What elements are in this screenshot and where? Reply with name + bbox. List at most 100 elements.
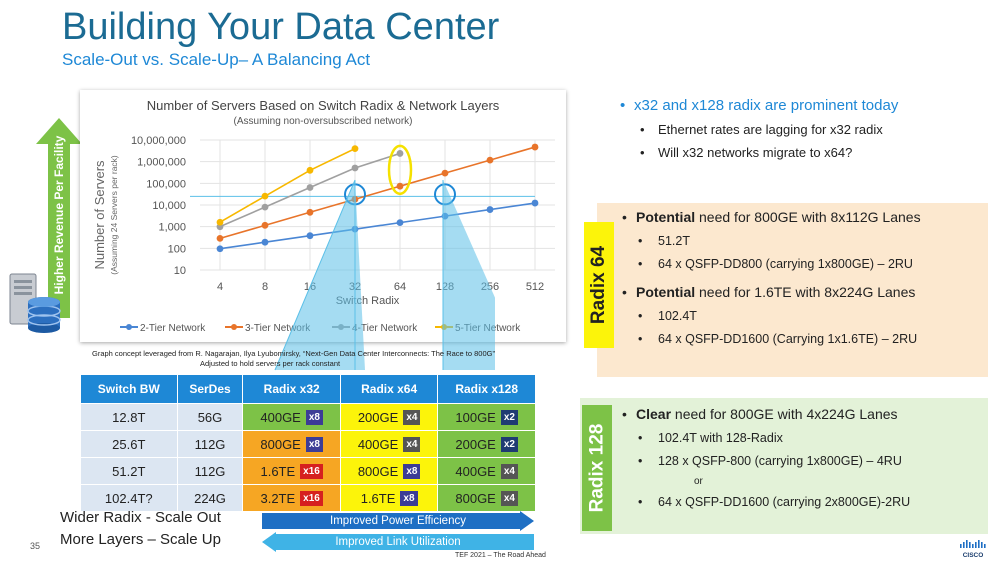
radix64-label: Radix 64 [584, 222, 614, 348]
bullet-sub: 51.2T [638, 234, 921, 248]
bullet-clear-800ge: Clear need for 800GE with 4x224G Lanes [622, 406, 910, 422]
highlight-ellipse [387, 144, 413, 196]
radix-table: Switch BW SerDes Radix x32 Radix x64 Rad… [80, 374, 536, 512]
data-point [261, 238, 269, 246]
bullet-sub: 64 x QSFP-DD1600 (Carrying 1x1.6TE) – 2R… [638, 332, 921, 346]
top-bullets: x32 and x128 radix are prominent today E… [620, 97, 980, 168]
data-point [441, 169, 449, 177]
radix128-label: Radix 128 [582, 405, 612, 531]
legend-label: 5-Tier Network [455, 323, 521, 334]
serdes-cell: 112G [176, 457, 244, 485]
switch-bw-cell: 102.4T? [80, 484, 178, 512]
bullet-sub: 64 x QSFP-DD800 (carrying 1x800GE) – 2RU [638, 257, 921, 271]
y-axis-label: Number of Servers [92, 160, 107, 270]
data-point [351, 145, 359, 153]
serdes-cell: 224G [176, 484, 244, 512]
data-point [531, 199, 539, 207]
page-number: 35 [30, 541, 41, 551]
bullet-main: x32 and x128 radix are prominent today [620, 97, 980, 114]
radix32-cell: 400GE [260, 409, 301, 425]
radix64-cell: 1.6TE [360, 490, 396, 506]
serdes-cell: 56G [176, 403, 244, 431]
data-point [306, 184, 314, 191]
data-point [261, 203, 269, 211]
switch-bw-cell: 25.6T [80, 430, 178, 458]
radix128-cell: 100GE [455, 409, 496, 425]
data-point [216, 218, 224, 226]
lane-tag: x16 [300, 463, 323, 479]
x-axis-label: Switch Radix [336, 295, 400, 307]
chart-subtitle: (Assuming non-oversubscribed network) [233, 116, 413, 127]
left-arrow-icon [262, 532, 534, 552]
x-tick-label: 512 [526, 281, 544, 293]
x-tick-label: 16 [304, 281, 316, 293]
slide-subtitle: Scale-Out vs. Scale-Up– A Balancing Act [62, 50, 371, 69]
legend-marker [338, 324, 344, 330]
lane-tag: x8 [403, 463, 421, 479]
radix32-cell: 1.6TE [260, 463, 296, 479]
x-tick-label: 4 [217, 281, 223, 293]
bullet-sub: Will x32 networks migrate to x64? [640, 145, 980, 160]
data-point [396, 219, 404, 227]
data-point [351, 195, 359, 203]
chart-credit-note: Adjusted to hold servers per rack consta… [200, 359, 341, 368]
bullet-sub: 102.4T with 128-Radix [638, 431, 910, 445]
chart-plot: 10,000,000 1,000,000 100,000 10,000 1,000 100… [92, 135, 555, 334]
right-arrow-icon [262, 511, 534, 531]
legend-marker [231, 324, 237, 330]
radix64-cell: 400GE [357, 436, 399, 452]
radix128-bullets: Clear need for 800GE with 4x224G Lanes 1… [622, 406, 910, 509]
bullet-sub: Ethernet rates are lagging for x32 radix [640, 122, 980, 137]
data-point [306, 232, 314, 240]
data-point [486, 156, 494, 164]
data-point [351, 225, 359, 233]
bullet-sub: 102.4T [638, 309, 921, 323]
col-header-radix-x128: Radix x128 [437, 374, 536, 404]
bullet-potential-800ge: Potential need for 800GE with 8x112G Lan… [622, 209, 921, 225]
table-row: 25.6T 112G 800GE x8 400GE x4 200GE x2 [80, 430, 536, 458]
legend-label: 4-Tier Network [352, 323, 418, 334]
y-tick-label: 100,000 [146, 178, 186, 190]
data-point [441, 212, 449, 220]
power-efficiency-arrow: Improved Power Efficiency [262, 511, 534, 531]
radix128-cell: 200GE [455, 436, 496, 452]
y-tick-label: 10,000 [152, 200, 186, 212]
x-tick-label: 128 [436, 281, 454, 293]
x-tick-label: 8 [262, 281, 268, 293]
data-point [216, 234, 224, 242]
col-header-radix-x64: Radix x64 [339, 374, 439, 404]
radix128-cell: 400GE [455, 463, 496, 479]
y-tick-label: 1,000 [158, 222, 186, 234]
data-point [306, 208, 314, 216]
bullet-potential-1-6te: Potential need for 1.6TE with 8x224G Lan… [622, 284, 921, 300]
data-point [396, 150, 404, 157]
lane-tag: x8 [305, 409, 323, 425]
y-tick-label: 10 [174, 265, 186, 277]
data-point [531, 143, 539, 151]
data-point [486, 206, 494, 213]
x-tick-label: 32 [349, 281, 361, 293]
link-utilization-arrow: Improved Link Utilization [262, 532, 534, 552]
bullet-sub: 128 x QSFP-800 (carrying 1x800GE) – 4RU [638, 454, 910, 468]
radix32-cell: 3.2TE [260, 490, 296, 506]
chart-title: Number of Servers Based on Switch Radix … [146, 98, 500, 113]
lane-tag: x16 [300, 490, 323, 506]
lane-tag: x4 [403, 409, 421, 425]
radix128-cell: 800GE [455, 490, 496, 506]
lane-tag: x4 [500, 463, 518, 479]
y-axis-sublabel: (Assuming 24 Servers per rack) [109, 155, 119, 275]
legend-label: 2-Tier Network [140, 323, 206, 334]
up-arrow-icon [36, 118, 82, 318]
scale-up-label: More Layers – Scale Up [60, 531, 221, 548]
y-tick-label: 1,000,000 [137, 157, 186, 169]
lane-tag: x4 [500, 490, 518, 506]
col-header-radix-x32: Radix x32 [242, 374, 341, 404]
lane-tag: x8 [400, 490, 418, 506]
cisco-logo: CISCO [960, 540, 986, 559]
scale-out-label: Wider Radix - Scale Out [60, 509, 221, 526]
legend-label: 3-Tier Network [245, 323, 311, 334]
data-point [261, 192, 269, 200]
series-line [219, 147, 356, 223]
lane-tag: x2 [500, 436, 518, 452]
col-header-serdes: SerDes [176, 374, 244, 404]
